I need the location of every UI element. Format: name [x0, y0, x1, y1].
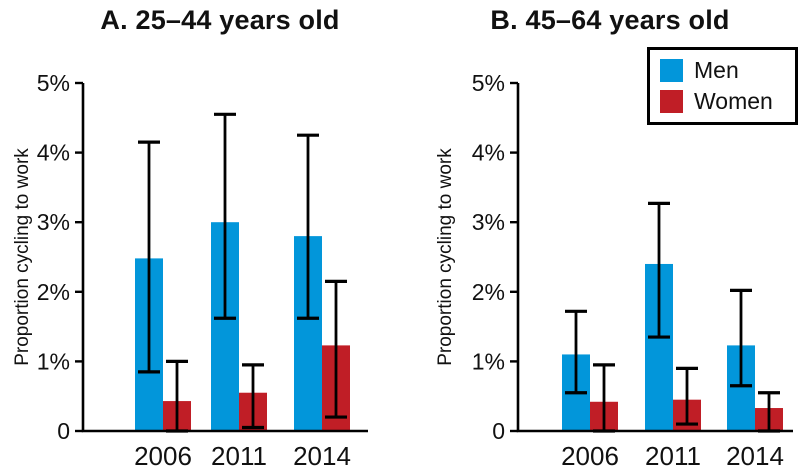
legend-label-men: Men: [694, 57, 739, 83]
y-tick-label: 5%: [472, 70, 505, 96]
y-tick-label: 3%: [472, 209, 505, 235]
legend-swatch-men: [660, 59, 683, 82]
legend-swatch-women: [660, 90, 683, 113]
y-tick-label: 5%: [37, 70, 70, 96]
y-tick-label: 4%: [37, 140, 70, 166]
y-axis-title-a: Proportion cycling to work: [12, 148, 33, 366]
legend: Men Women: [647, 47, 798, 125]
x-tick-label: 2014: [726, 441, 784, 471]
panel-title-a: A. 25–44 years old: [100, 5, 339, 35]
y-tick-label: 1%: [37, 348, 70, 374]
y-tick-label: 1%: [472, 348, 505, 374]
y-tick-label: 0: [57, 418, 70, 444]
x-tick-label: 2006: [561, 441, 619, 471]
legend-item-men: Men: [660, 59, 785, 82]
y-tick-label: 0: [492, 418, 505, 444]
x-tick-label: 2011: [645, 441, 701, 471]
legend-label-women: Women: [694, 88, 773, 114]
x-tick-label: 2014: [293, 441, 351, 471]
y-tick-label: 2%: [472, 279, 505, 305]
x-tick-label: 2006: [134, 441, 192, 471]
panel-title-b: B. 45–64 years old: [490, 5, 729, 35]
y-tick-label: 3%: [37, 209, 70, 235]
y-tick-label: 2%: [37, 279, 70, 305]
y-tick-label: 4%: [472, 140, 505, 166]
legend-item-women: Women: [660, 90, 785, 113]
y-axis-title-b: Proportion cycling to work: [435, 148, 456, 366]
x-tick-label: 2011: [211, 441, 267, 471]
